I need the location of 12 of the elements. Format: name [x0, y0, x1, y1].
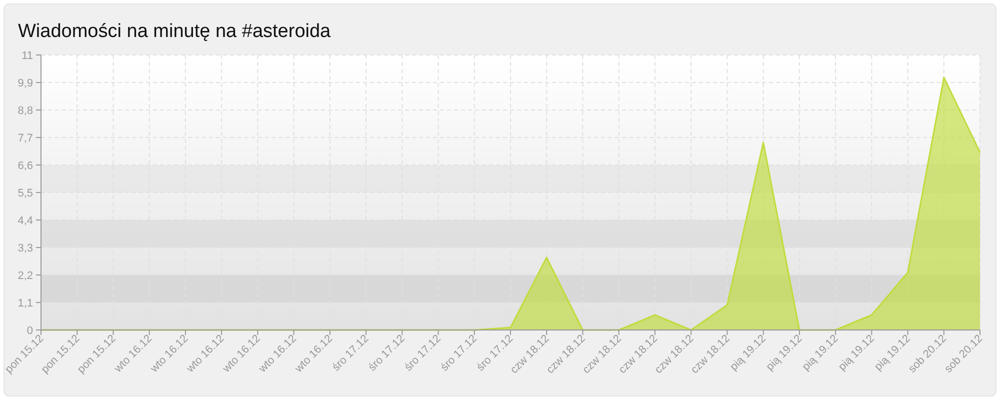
chart-title: Wiadomości na minutę na #asteroida	[18, 21, 332, 42]
y-tick-label: 7,7	[18, 132, 33, 144]
y-tick-label: 11	[22, 50, 33, 62]
y-tick-label: 6,6	[18, 160, 33, 172]
y-tick-label: 4,4	[18, 214, 33, 227]
y-tick-label: 3,3	[18, 242, 33, 254]
y-tick-label: 0	[26, 324, 33, 337]
y-tick-label: 1,1	[18, 297, 33, 310]
y-tick-label: 5,5	[18, 187, 33, 200]
y-tick-label: 2,2	[18, 270, 33, 282]
y-tick-label: 8,8	[18, 104, 33, 117]
y-tick-label: 9,9	[18, 77, 33, 90]
